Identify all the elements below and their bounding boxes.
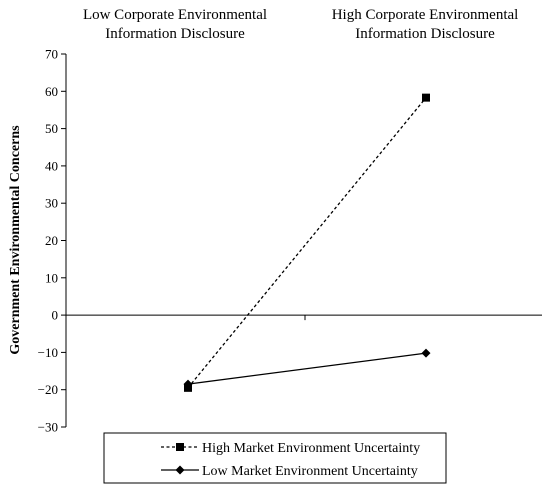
series-line — [187, 352, 427, 385]
category-label-high: High Corporate Environmental Information… — [305, 6, 545, 44]
series-line — [187, 97, 427, 389]
data-point — [183, 379, 193, 389]
category-label-low-line1: Low Corporate Environmental — [82, 7, 268, 23]
legend: High Market Environment Uncertainty Low M… — [103, 432, 447, 484]
y-tick-label: 30 — [45, 196, 58, 211]
series-layer — [183, 93, 431, 392]
y-ticks: 70 60 50 40 30 20 10 0 −10 −20 −30 — [38, 47, 66, 435]
series-1 — [183, 348, 431, 389]
y-tick-label: −10 — [38, 345, 58, 360]
y-tick-label: −30 — [38, 420, 58, 435]
y-tick-label: −20 — [38, 382, 58, 397]
legend-box — [103, 432, 447, 484]
legend-label: High Market Environment Uncertainty — [202, 441, 420, 456]
data-point — [422, 93, 430, 102]
y-tick-label: 50 — [45, 121, 58, 136]
data-point — [421, 348, 431, 358]
legend-label: Low Market Environment Uncertainty — [202, 464, 418, 479]
y-axis-label: Government Environmental Concerns — [8, 125, 23, 355]
y-tick-label: 0 — [52, 308, 59, 323]
y-tick-label: 20 — [45, 233, 58, 248]
category-label-high-line1: High Corporate Environmental — [331, 7, 519, 23]
y-tick-label: 40 — [45, 158, 58, 173]
series-0 — [184, 93, 430, 392]
category-label-high-line2: Information Disclosure — [355, 26, 495, 42]
legend-marker — [176, 443, 184, 451]
category-label-low-line2: Information Disclosure — [105, 26, 245, 42]
legend-marker — [175, 465, 185, 475]
axes — [65, 54, 542, 427]
y-tick-label: 70 — [45, 47, 58, 62]
category-label-low: Low Corporate Environmental Information … — [55, 6, 295, 44]
y-tick-label: 60 — [45, 84, 58, 99]
y-tick-label: 10 — [45, 270, 58, 285]
